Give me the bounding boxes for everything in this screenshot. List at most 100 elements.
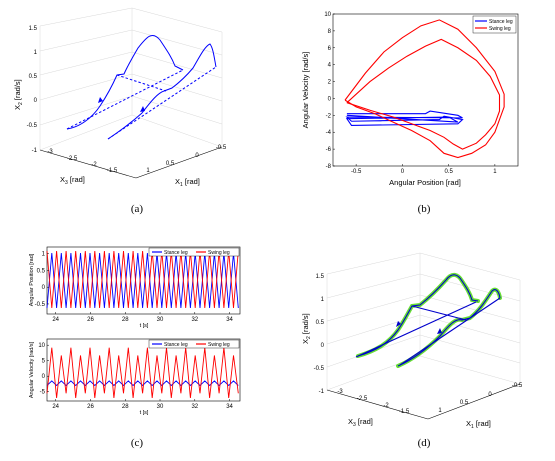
panel-b-y-tick-label: -2 xyxy=(326,113,332,119)
c2-y-tick-label: 5 xyxy=(42,359,46,365)
panel-c-caption: (c) xyxy=(131,437,144,449)
panel-d-green-band xyxy=(356,272,502,368)
panel-b-axes-box xyxy=(332,13,519,167)
panel-a-grid xyxy=(39,7,223,151)
panel-b-y-tick-label: 4 xyxy=(328,63,332,69)
c2-y-tick-label: 10 xyxy=(38,343,45,349)
panel-b-y-tick-label: 8 xyxy=(328,29,332,35)
panel-d-blue-curve-1 xyxy=(357,274,479,357)
a-z-tick-label: -0.5 xyxy=(27,123,38,129)
c2-y-tick-label: -5 xyxy=(40,390,46,396)
panel-b-y-tick-label: 10 xyxy=(324,12,331,18)
panel-a-trajectory xyxy=(66,35,217,140)
a-x-tick-label: 0 xyxy=(195,153,199,159)
a-z-tick-label: 0 xyxy=(34,98,38,104)
panel-c2-legend: Stance leg Swing leg xyxy=(148,339,240,349)
panel-d-zlabel: X2 [rad/s] xyxy=(301,313,312,344)
panel-c2-legend-box xyxy=(148,339,240,349)
panel-b-y-tick-label: 2 xyxy=(328,80,332,86)
c1-x-tick-label: 26 xyxy=(87,317,94,323)
panel-a-zlabel: X2 [rad/s] xyxy=(13,79,24,110)
panel-b-legend-box xyxy=(472,15,517,34)
panel-b-series-2 xyxy=(346,38,501,150)
d-x-tick-label: -0.5 xyxy=(512,383,523,389)
panel-d-x-axis-line xyxy=(427,383,521,420)
a-y-tick-label: -2.5 xyxy=(67,156,78,162)
a-x-tick-label: 0.5 xyxy=(166,161,175,167)
panel-c1-ylabel: Angular Position [rad] xyxy=(29,253,35,306)
panel-d-xlabel: X1 [rad] xyxy=(466,419,491,430)
c2-x-tick-label: 32 xyxy=(191,404,198,410)
c1-x-tick-label: 30 xyxy=(157,317,164,323)
panel-b-y-tick-label: -8 xyxy=(326,164,332,170)
d-z-tick-label: -1 xyxy=(319,389,325,395)
panel-a-xlabel: X1 [rad] xyxy=(175,177,200,188)
c1-x-tick-label: 34 xyxy=(226,317,233,323)
panel-a-3d-plot: 1.5 1 0.5 0 -0.5 -1 -1.5 -2 -2.5 -3 1 0.5 0 -0.5 X2… xyxy=(13,7,227,215)
panel-a-ylabel: X3 [rad] xyxy=(60,175,85,186)
panel-b-y-tick-label: 6 xyxy=(328,46,332,52)
c2-x-tick-label: 28 xyxy=(122,404,129,410)
d-y-tick-label: -3 xyxy=(337,389,343,395)
c1-x-tick-label: 32 xyxy=(191,317,198,323)
c1-y-tick-label: 1 xyxy=(42,252,46,258)
panel-b-xlabel: Angular Position [rad] xyxy=(389,178,461,187)
c2-x-tick-label: 30 xyxy=(157,404,164,410)
panel-a-arrow-1 xyxy=(98,97,103,103)
d-y-tick-label: -2.5 xyxy=(357,396,368,402)
c1-series-1 xyxy=(46,250,239,309)
panel-b-y-tick-label: -6 xyxy=(326,147,332,153)
c1-y-tick-label: -0.5 xyxy=(35,302,46,308)
panel-c2-xlabel: t [s] xyxy=(140,410,149,416)
a-z-tick-label: 0.5 xyxy=(29,74,38,80)
panel-c1-xlabel: t [s] xyxy=(140,323,149,329)
panel-a-y-axis-line xyxy=(39,149,137,179)
panel-c-time-plots: -0.5 0 0.5 1 24 26 28 30 32 34 t [s] Angular Pos… xyxy=(29,246,241,449)
panel-a-dashed-3 xyxy=(116,74,167,92)
panel-a-arrow-2 xyxy=(140,106,145,112)
panel-c1-legend-swing-label: Swing leg xyxy=(208,250,230,256)
c1-y-tick-label: 0.5 xyxy=(37,268,46,274)
c2-y-tick-label: 0 xyxy=(42,374,46,380)
panel-a-curve-1 xyxy=(66,35,184,130)
a-y-tick-label: -1.5 xyxy=(107,168,118,174)
d-x-tick-label: 0 xyxy=(488,392,492,398)
a-z-tick-label: -1 xyxy=(32,148,38,154)
panel-b-legend-stance-label: Stance leg xyxy=(489,19,513,25)
panel-d-blue-curve-3 xyxy=(355,297,501,366)
panel-b-x-tick-label: 1 xyxy=(493,169,497,175)
panel-a-curve-2 xyxy=(107,43,217,140)
c1-x-tick-label: 24 xyxy=(52,317,59,323)
c1-x-tick-label: 28 xyxy=(122,317,129,323)
panel-a-x-axis-line xyxy=(135,146,223,179)
d-z-tick-label: 1.5 xyxy=(316,274,325,280)
panel-d-ylabel: X3 [rad] xyxy=(348,417,373,428)
d-y-tick-label: -2 xyxy=(383,403,389,409)
panel-c2-ylabel: Angular Velocity [rad/s] xyxy=(29,341,35,398)
d-x-tick-label: 0.5 xyxy=(460,400,469,406)
panel-c1-legend-box xyxy=(148,247,240,257)
panel-b-legend: Stance leg Swing leg xyxy=(472,15,517,34)
panel-d-blue-trajectory xyxy=(355,274,501,367)
d-z-tick-label: 0.5 xyxy=(316,320,325,326)
panel-c1-legend-stance-label: Stance leg xyxy=(164,250,188,256)
c1-y-tick-label: 0 xyxy=(42,285,46,291)
panel-c2-legend-stance-label: Stance leg xyxy=(164,342,188,348)
c2-x-tick-label: 34 xyxy=(226,404,233,410)
panel-b-ylabel: Angular Velocity [rad/s] xyxy=(301,52,310,129)
panel-d-arrow-1 xyxy=(396,321,401,327)
panel-b-caption: (b) xyxy=(418,203,431,215)
panel-a-dashed-2 xyxy=(107,66,217,140)
a-y-tick-label: -2 xyxy=(91,162,97,168)
panel-b-series-0 xyxy=(345,110,464,127)
d-z-tick-label: -0.5 xyxy=(314,366,325,372)
panel-a-dashed-1 xyxy=(66,69,184,130)
panel-b-x-tick-label: -0.5 xyxy=(351,169,362,175)
a-x-tick-label: 1 xyxy=(146,168,150,174)
c2-x-tick-label: 24 xyxy=(52,404,59,410)
a-z-tick-label: 1 xyxy=(34,50,38,56)
panel-c2-legend-swing-label: Swing leg xyxy=(208,342,230,348)
panel-b-series-1 xyxy=(344,19,505,159)
panel-d-arrow-2 xyxy=(437,328,442,334)
panel-d-3d-plot: 1.5 1 0.5 0 -0.5 -1 -1.5 -2 -2.5 -3 1 0.5 0 -0.5 X2… xyxy=(301,252,523,449)
